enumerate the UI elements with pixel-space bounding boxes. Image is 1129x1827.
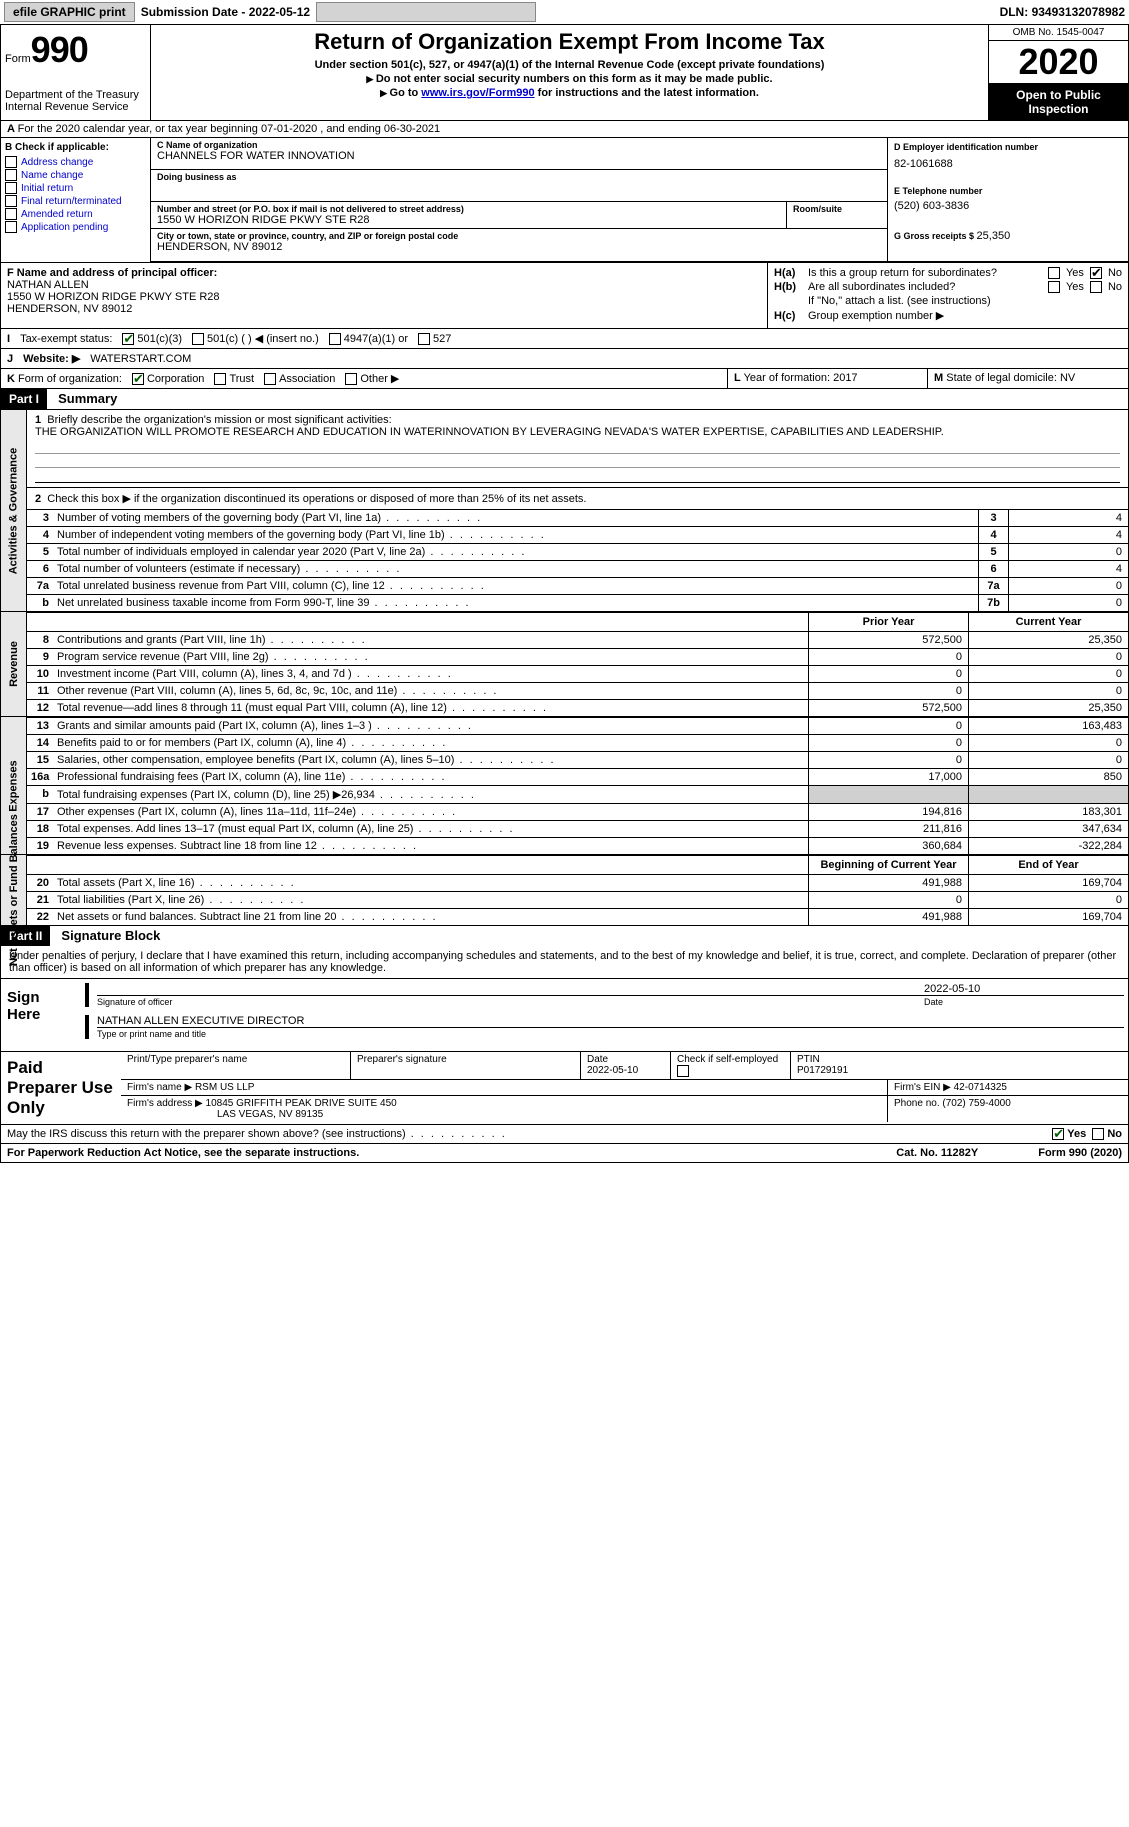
row-a: A For the 2020 calendar year, or tax yea… (1, 121, 1128, 138)
header-left: Form990 Department of the Treasury Inter… (1, 25, 151, 120)
tax-year: 2020 (989, 41, 1128, 84)
part-2-header-row: Part II Signature Block (1, 926, 1128, 946)
form-container: Form990 Department of the Treasury Inter… (0, 24, 1129, 1163)
section-b-block: B Check if applicable: Address changeNam… (1, 138, 1128, 263)
street-address: 1550 W HORIZON RIDGE PKWY STE R28 (157, 214, 780, 226)
summary-line: 6Total number of volunteers (estimate if… (27, 560, 1128, 577)
irs-discuss-row: May the IRS discuss this return with the… (1, 1125, 1128, 1143)
summary-line: 21Total liabilities (Part X, line 26)00 (27, 891, 1128, 908)
right-info-col: D Employer identification number 82-1061… (888, 138, 1128, 261)
header-right: OMB No. 1545-0047 2020 Open to Public In… (988, 25, 1128, 120)
omb-number: OMB No. 1545-0047 (989, 25, 1128, 41)
irs-link[interactable]: www.irs.gov/Form990 (421, 87, 534, 99)
officer-name: NATHAN ALLEN EXECUTIVE DIRECTOR (97, 1015, 1124, 1027)
check-option[interactable]: Name change (5, 169, 146, 181)
firm-ein: 42-0714325 (954, 1082, 1007, 1093)
dln: DLN: 93493132078982 (1000, 5, 1125, 19)
box-c: C Name of organization CHANNELS FOR WATE… (151, 138, 1128, 262)
part-1-header-row: Part I Summary (1, 389, 1128, 410)
summary-line: 8Contributions and grants (Part VIII, li… (27, 631, 1128, 648)
header-center: Return of Organization Exempt From Incom… (151, 25, 988, 120)
blank-button[interactable] (316, 2, 536, 22)
subtitle-3: Go to www.irs.gov/Form990 for instructio… (159, 87, 980, 99)
summary-line: 4Number of independent voting members of… (27, 526, 1128, 543)
sign-here-section: Sign Here 2022-05-10 Signature of office… (1, 978, 1128, 1052)
summary-line: 11Other revenue (Part VIII, column (A), … (27, 682, 1128, 699)
inspection-notice: Open to Public Inspection (989, 84, 1128, 120)
summary-line: 20Total assets (Part X, line 16)491,9881… (27, 874, 1128, 891)
dept-text: Department of the Treasury Internal Reve… (5, 89, 146, 113)
city-state-zip: HENDERSON, NV 89012 (157, 241, 881, 253)
box-f: F Name and address of principal officer:… (1, 263, 768, 328)
check-option[interactable]: Initial return (5, 182, 146, 194)
summary-line: bTotal fundraising expenses (Part IX, co… (27, 785, 1128, 803)
check-option[interactable]: Amended return (5, 208, 146, 220)
header-row: Form990 Department of the Treasury Inter… (1, 25, 1128, 121)
mission-text: THE ORGANIZATION WILL PROMOTE RESEARCH A… (35, 426, 1120, 438)
summary-line: 15Salaries, other compensation, employee… (27, 751, 1128, 768)
check-option[interactable]: Address change (5, 156, 146, 168)
summary-line: bNet unrelated business taxable income f… (27, 594, 1128, 611)
telephone: (520) 603-3836 (894, 196, 1122, 216)
ein: 82-1061688 (894, 152, 1122, 176)
box-b: B Check if applicable: Address changeNam… (1, 138, 151, 262)
summary-line: 10Investment income (Part VIII, column (… (27, 665, 1128, 682)
summary-line: 12Total revenue—add lines 8 through 11 (… (27, 699, 1128, 716)
section-f-h: F Name and address of principal officer:… (1, 263, 1128, 329)
ptin: P01729191 (797, 1065, 848, 1076)
revenue-block: Revenue Prior Year Current Year 8Contrib… (1, 612, 1128, 717)
website: WATERSTART.COM (90, 353, 191, 365)
governance-block: Activities & Governance 1 Briefly descri… (1, 410, 1128, 612)
check-option[interactable]: Application pending (5, 221, 146, 233)
subtitle-1: Under section 501(c), 527, or 4947(a)(1)… (159, 59, 980, 71)
net-assets-block: Net Assets or Fund Balances Beginning of… (1, 855, 1128, 926)
check-option[interactable]: Final return/terminated (5, 195, 146, 207)
summary-line: 5Total number of individuals employed in… (27, 543, 1128, 560)
summary-line: 13Grants and similar amounts paid (Part … (27, 717, 1128, 734)
row-j: J Website: ▶ WATERSTART.COM (1, 349, 1128, 369)
firm-phone: (702) 759-4000 (942, 1098, 1010, 1109)
footer-note: For Paperwork Reduction Act Notice, see … (1, 1143, 1128, 1162)
declaration-text: Under penalties of perjury, I declare th… (1, 946, 1128, 978)
org-name: CHANNELS FOR WATER INNOVATION (157, 150, 881, 162)
submission-label: Submission Date - 2022-05-12 (141, 5, 310, 19)
box-h: H(a) Is this a group return for subordin… (768, 263, 1128, 328)
summary-line: 22Net assets or fund balances. Subtract … (27, 908, 1128, 925)
summary-line: 14Benefits paid to or for members (Part … (27, 734, 1128, 751)
gross-receipts: 25,350 (977, 230, 1011, 242)
summary-line: 17Other expenses (Part IX, column (A), l… (27, 803, 1128, 820)
row-k-l-m: K Form of organization: Corporation Trus… (1, 369, 1128, 389)
summary-line: 7aTotal unrelated business revenue from … (27, 577, 1128, 594)
summary-line: 16aProfessional fundraising fees (Part I… (27, 768, 1128, 785)
expenses-block: Expenses 13Grants and similar amounts pa… (1, 717, 1128, 855)
form-title: Return of Organization Exempt From Incom… (159, 29, 980, 55)
top-bar: efile GRAPHIC print Submission Date - 20… (0, 0, 1129, 24)
firm-name: RSM US LLP (195, 1082, 254, 1093)
paid-preparer-section: Paid Preparer Use Only Print/Type prepar… (1, 1052, 1128, 1125)
efile-button[interactable]: efile GRAPHIC print (4, 2, 135, 22)
summary-line: 3Number of voting members of the governi… (27, 509, 1128, 526)
summary-line: 9Program service revenue (Part VIII, lin… (27, 648, 1128, 665)
row-i: I Tax-exempt status: 501(c)(3) 501(c) ( … (1, 329, 1128, 349)
summary-line: 18Total expenses. Add lines 13–17 (must … (27, 820, 1128, 837)
subtitle-2: Do not enter social security numbers on … (159, 73, 980, 85)
summary-line: 19Revenue less expenses. Subtract line 1… (27, 837, 1128, 854)
